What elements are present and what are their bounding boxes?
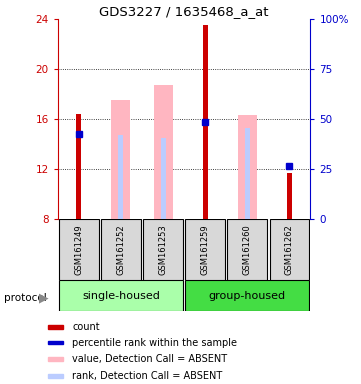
Bar (186, 219, 225, 280)
Bar (270, 219, 309, 280)
Bar (143, 219, 183, 280)
Bar (287, 173, 292, 219)
Text: single-housed: single-housed (82, 291, 160, 301)
Bar (227, 219, 267, 280)
Bar (153, 85, 173, 219)
Text: GSM161262: GSM161262 (285, 224, 294, 275)
Bar (48, 341, 63, 344)
Text: GSM161253: GSM161253 (158, 224, 168, 275)
Text: protocol: protocol (4, 293, 46, 303)
Bar (76, 114, 81, 219)
Bar (101, 219, 141, 280)
Text: GSM161259: GSM161259 (201, 224, 210, 275)
Bar (238, 115, 257, 219)
Bar (59, 280, 183, 311)
Text: ▶: ▶ (39, 291, 48, 304)
Text: GSM161260: GSM161260 (243, 224, 252, 275)
Text: group-housed: group-housed (209, 291, 286, 301)
Bar (112, 100, 130, 219)
Bar (186, 280, 309, 311)
Bar (48, 374, 63, 377)
Bar (118, 135, 123, 219)
Text: GSM161249: GSM161249 (74, 224, 83, 275)
Bar (161, 138, 166, 219)
Text: value, Detection Call = ABSENT: value, Detection Call = ABSENT (72, 354, 227, 364)
Bar (48, 325, 63, 329)
Title: GDS3227 / 1635468_a_at: GDS3227 / 1635468_a_at (99, 5, 269, 18)
Text: percentile rank within the sample: percentile rank within the sample (72, 338, 237, 348)
Bar (245, 128, 250, 219)
Text: count: count (72, 322, 100, 332)
Bar (48, 357, 63, 361)
Bar (59, 219, 99, 280)
Text: rank, Detection Call = ABSENT: rank, Detection Call = ABSENT (72, 371, 222, 381)
Bar (203, 25, 208, 219)
Text: GSM161252: GSM161252 (117, 224, 125, 275)
